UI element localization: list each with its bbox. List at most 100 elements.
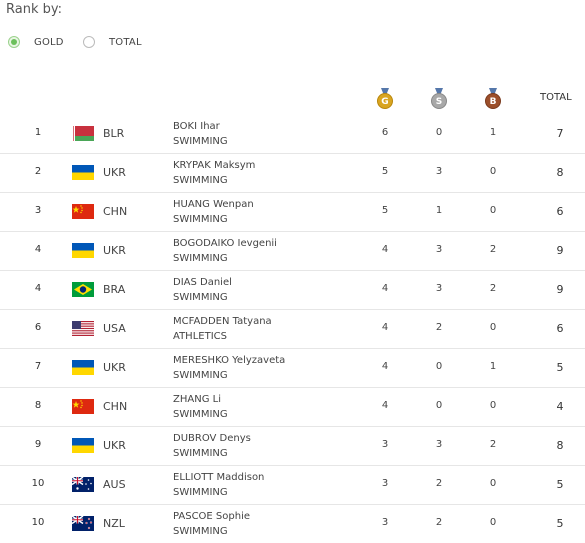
athlete-cell[interactable]: ZHANG Li SWIMMING [173, 392, 228, 422]
athlete-cell[interactable]: MCFADDEN Tatyana ATHLETICS [173, 314, 272, 344]
total-count: 5 [556, 361, 564, 374]
athlete-cell[interactable]: ELLIOTT Maddison SWIMMING [173, 470, 264, 500]
athlete-sport: SWIMMING [173, 253, 228, 264]
radio-unselected-icon[interactable] [83, 36, 95, 48]
athlete-sport: SWIMMING [173, 487, 228, 498]
silver-count: 3 [435, 166, 443, 177]
rank-by-gold-radio[interactable]: GOLD [8, 36, 64, 48]
athlete-cell[interactable]: MERESHKO Yelyzaveta SWIMMING [173, 353, 285, 383]
table-row[interactable]: 4 BRA DIAS Daniel SWIMMING 4 3 2 9 [0, 271, 585, 310]
gold-medal-letter: G [377, 93, 393, 109]
bronze-medal-letter: B [485, 93, 501, 109]
bronze-count: 0 [489, 478, 497, 489]
silver-count: 0 [435, 361, 443, 372]
bronze-count: 0 [489, 166, 497, 177]
silver-count: 3 [435, 439, 443, 450]
bronze-count: 0 [489, 322, 497, 333]
athlete-cell[interactable]: DIAS Daniel SWIMMING [173, 275, 232, 305]
athlete-name[interactable]: PASCOE Sophie [173, 511, 251, 522]
athlete-name[interactable]: BOKI Ihar [173, 121, 220, 132]
total-column-header: TOTAL [540, 92, 572, 103]
silver-count: 2 [435, 478, 443, 489]
athlete-cell[interactable]: BOKI Ihar SWIMMING [173, 119, 228, 149]
total-count: 5 [556, 517, 564, 530]
athlete-cell[interactable]: KRYPAK Maksym SWIMMING [173, 158, 255, 188]
flag-ukr-icon [72, 165, 94, 180]
rank-cell: 3 [34, 205, 42, 216]
table-row[interactable]: 10 NZL PASCOE Sophie SWIMMING 3 2 0 5 [0, 505, 585, 543]
gold-count: 4 [381, 400, 389, 411]
rank-cell: 9 [34, 439, 42, 450]
bronze-count: 0 [489, 400, 497, 411]
gold-count: 3 [381, 517, 389, 528]
flag-usa-icon [72, 321, 94, 336]
athlete-cell[interactable]: BOGODAIKO Ievgenii SWIMMING [173, 236, 277, 266]
flag-blr-icon [72, 126, 94, 141]
rank-cell: 6 [34, 322, 42, 333]
flag-aus-icon [72, 477, 94, 492]
total-count: 4 [556, 400, 564, 413]
rank-by-label: Rank by: [6, 2, 62, 17]
country-code: BRA [103, 283, 126, 296]
athlete-name[interactable]: DIAS Daniel [173, 277, 232, 288]
table-row[interactable]: 9 UKR DUBROV Denys SWIMMING 3 3 2 8 [0, 427, 585, 466]
total-count: 9 [556, 244, 564, 257]
country-code: CHN [103, 400, 128, 413]
country-code: CHN [103, 205, 128, 218]
athlete-name[interactable]: DUBROV Denys [173, 433, 251, 444]
table-row[interactable]: 6 USA MCFADDEN Tatyana ATHLETICS 4 2 0 6 [0, 310, 585, 349]
country-code: BLR [103, 127, 125, 140]
gold-count: 4 [381, 322, 389, 333]
medal-table: 1 BLR BOKI Ihar SWIMMING 6 0 1 7 2 UKR K… [0, 115, 585, 543]
total-count: 8 [556, 166, 564, 179]
athlete-name[interactable]: ELLIOTT Maddison [173, 472, 265, 483]
athlete-name[interactable]: MERESHKO Yelyzaveta [173, 355, 286, 366]
athlete-cell[interactable]: DUBROV Denys SWIMMING [173, 431, 251, 461]
flag-ukr-icon [72, 360, 94, 375]
table-row[interactable]: 2 UKR KRYPAK Maksym SWIMMING 5 3 0 8 [0, 154, 585, 193]
table-row[interactable]: 3 CHN HUANG Wenpan SWIMMING 5 1 0 6 [0, 193, 585, 232]
athlete-sport: SWIMMING [173, 370, 228, 381]
flag-nzl-icon [72, 516, 94, 531]
silver-count: 1 [435, 205, 443, 216]
flag-ukr-icon [72, 438, 94, 453]
athlete-name[interactable]: MCFADDEN Tatyana [173, 316, 272, 327]
country-code: UKR [103, 166, 126, 179]
athlete-cell[interactable]: PASCOE Sophie SWIMMING [173, 509, 250, 539]
silver-medal-letter: S [431, 93, 447, 109]
table-row[interactable]: 1 BLR BOKI Ihar SWIMMING 6 0 1 7 [0, 115, 585, 154]
athlete-name[interactable]: KRYPAK Maksym [173, 160, 256, 171]
gold-count: 4 [381, 361, 389, 372]
silver-medal-icon: S [430, 88, 448, 110]
athlete-name[interactable]: HUANG Wenpan [173, 199, 254, 210]
athlete-name[interactable]: ZHANG Li [173, 394, 221, 405]
athlete-name[interactable]: BOGODAIKO Ievgenii [173, 238, 277, 249]
gold-count: 6 [381, 127, 389, 138]
flag-chn-icon [72, 399, 94, 414]
total-count: 8 [556, 439, 564, 452]
rank-by-total-radio[interactable]: TOTAL [83, 36, 142, 48]
table-row[interactable]: 8 CHN ZHANG Li SWIMMING 4 0 0 4 [0, 388, 585, 427]
bronze-medal-icon: B [484, 88, 502, 110]
total-count: 5 [556, 478, 564, 491]
rank-cell: 2 [34, 166, 42, 177]
table-row[interactable]: 10 AUS ELLIOTT Maddison SWIMMING 3 2 0 5 [0, 466, 585, 505]
rank-cell: 10 [31, 478, 45, 489]
rank-by-gold-label[interactable]: GOLD [34, 36, 64, 48]
silver-count: 0 [435, 400, 443, 411]
bronze-count: 2 [489, 283, 497, 294]
bronze-count: 1 [489, 127, 497, 138]
total-count: 7 [556, 127, 564, 140]
rank-by-total-label[interactable]: TOTAL [109, 36, 142, 48]
athlete-sport: SWIMMING [173, 214, 228, 225]
table-row[interactable]: 7 UKR MERESHKO Yelyzaveta SWIMMING 4 0 1… [0, 349, 585, 388]
table-row[interactable]: 4 UKR BOGODAIKO Ievgenii SWIMMING 4 3 2 … [0, 232, 585, 271]
athlete-cell[interactable]: HUANG Wenpan SWIMMING [173, 197, 254, 227]
total-count: 9 [556, 283, 564, 296]
gold-count: 4 [381, 283, 389, 294]
radio-selected-icon[interactable] [8, 36, 20, 48]
bronze-count: 2 [489, 439, 497, 450]
flag-chn-icon [72, 204, 94, 219]
country-code: AUS [103, 478, 126, 491]
athlete-sport: SWIMMING [173, 448, 228, 459]
